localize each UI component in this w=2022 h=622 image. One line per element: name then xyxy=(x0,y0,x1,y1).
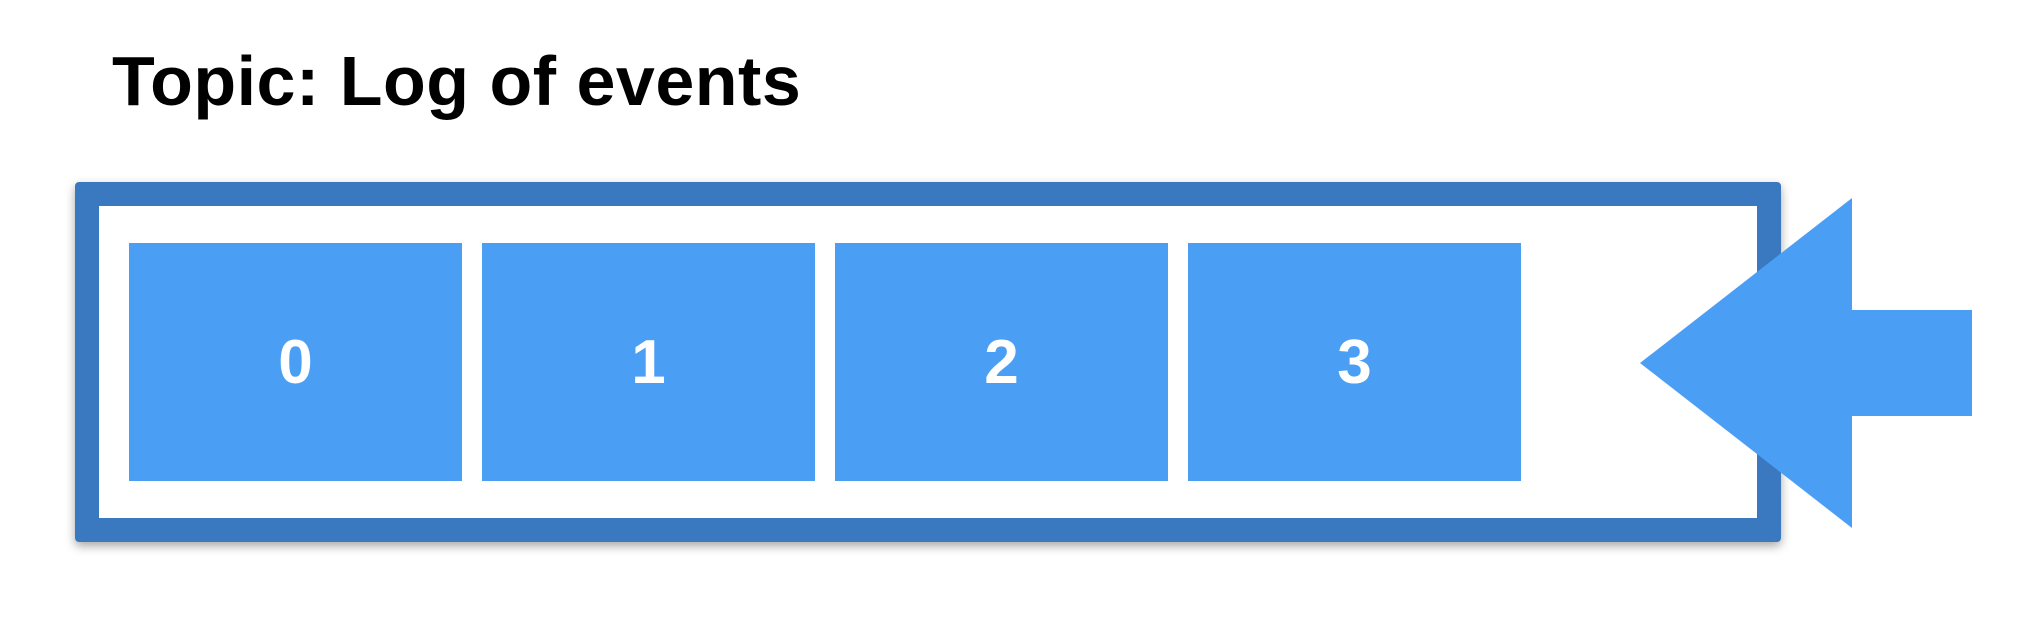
event-block: 2 xyxy=(835,243,1168,481)
event-block: 1 xyxy=(482,243,815,481)
diagram-title: Topic: Log of events xyxy=(112,42,802,120)
event-block: 3 xyxy=(1188,243,1521,481)
event-block: 0 xyxy=(129,243,462,481)
